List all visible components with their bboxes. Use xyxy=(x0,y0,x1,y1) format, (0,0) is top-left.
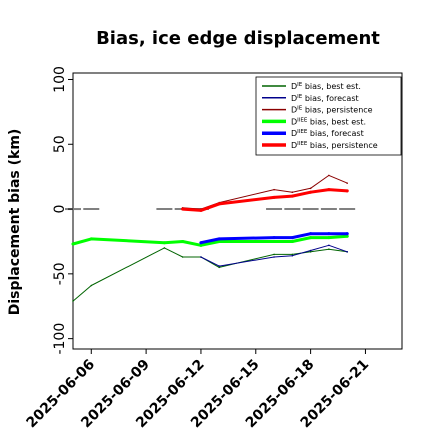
series-3 xyxy=(181,174,348,210)
legend-label: DIIEE bias, persistence xyxy=(291,141,378,150)
data-point xyxy=(309,249,312,252)
data-point xyxy=(328,244,330,247)
data-point xyxy=(327,188,331,192)
data-point xyxy=(309,236,313,240)
y-tick-label: -100 xyxy=(52,323,68,355)
data-point xyxy=(328,248,330,251)
data-point xyxy=(163,247,166,249)
data-point xyxy=(309,251,312,253)
y-tick-label: 50 xyxy=(52,135,68,153)
legend-box xyxy=(255,76,402,156)
data-point xyxy=(181,256,184,258)
chart-title: Bias, ice edge displacement xyxy=(96,28,380,49)
data-point xyxy=(291,253,294,256)
legend-label: DIE bias, forecast xyxy=(291,94,359,103)
y-tick-label: 0 xyxy=(52,205,68,214)
data-point xyxy=(199,241,203,245)
data-point xyxy=(272,239,276,243)
data-point xyxy=(291,254,294,257)
data-point xyxy=(291,191,294,194)
data-point xyxy=(346,251,348,253)
data-point xyxy=(345,189,349,193)
y-axis-ticks: 100 50 0 -50 -100 xyxy=(52,66,73,355)
series-line xyxy=(181,188,349,212)
data-point xyxy=(218,266,221,269)
legend-label: DIIEE bias, forecast xyxy=(291,129,364,138)
legend-label: DIIEE bias, best est. xyxy=(291,117,366,126)
series-5 xyxy=(199,232,349,245)
data-point xyxy=(290,194,294,198)
data-point xyxy=(200,256,202,258)
data-point xyxy=(162,241,166,245)
data-point xyxy=(273,188,275,191)
data-point xyxy=(272,236,276,240)
y-axis-label: Displacement bias (km) xyxy=(7,129,23,316)
data-point xyxy=(71,242,75,246)
data-point xyxy=(272,195,276,199)
legend-label: DIE bias, best est. xyxy=(291,82,361,91)
data-point xyxy=(72,300,74,302)
x-axis-ticks: 2025-06-062025-06-092025-06-122025-06-15… xyxy=(23,349,372,431)
data-point xyxy=(273,253,275,256)
data-point xyxy=(218,265,221,267)
data-point xyxy=(345,234,349,238)
data-point xyxy=(345,232,349,236)
data-point xyxy=(346,182,348,184)
legend-entry: DIE bias, forecast xyxy=(262,94,359,103)
data-point xyxy=(290,239,294,243)
data-point xyxy=(89,237,93,241)
data-point xyxy=(199,208,203,212)
y-tick-label: -50 xyxy=(52,262,68,285)
legend-entry: DIIEE bias, forecast xyxy=(262,129,364,138)
data-point xyxy=(309,187,312,190)
plot-area xyxy=(72,72,403,350)
y-tick-label: 100 xyxy=(52,66,68,93)
series-line xyxy=(72,247,348,302)
legend-entry: DIIEE bias, best est. xyxy=(262,117,366,126)
data-point xyxy=(217,239,221,243)
series-line xyxy=(200,244,348,267)
series-2 xyxy=(200,244,348,267)
legend-entry: DIIEE bias, persistence xyxy=(262,141,378,150)
series-line xyxy=(182,174,348,210)
series-4 xyxy=(71,234,349,247)
data-point xyxy=(309,190,313,194)
data-point xyxy=(217,202,221,206)
legend-entry: DIE bias, persistence xyxy=(262,106,373,115)
data-point xyxy=(327,232,331,236)
legend: DIE bias, best est. DIE bias, forecast DIE… xyxy=(255,76,402,156)
data-point xyxy=(290,236,294,240)
data-point xyxy=(327,236,331,240)
series-layer xyxy=(71,174,349,302)
legend-entry: DIE bias, best est. xyxy=(262,82,361,91)
legend-label: DIE bias, persistence xyxy=(291,106,373,115)
plot-frame xyxy=(72,72,403,350)
data-point xyxy=(181,207,185,211)
data-point xyxy=(199,243,203,247)
data-point xyxy=(328,174,330,177)
series-6 xyxy=(181,188,349,212)
series-1 xyxy=(72,247,348,302)
data-point xyxy=(90,284,93,287)
data-point xyxy=(181,239,185,243)
data-point xyxy=(309,232,313,236)
data-point xyxy=(273,256,275,258)
data-point xyxy=(217,237,221,241)
